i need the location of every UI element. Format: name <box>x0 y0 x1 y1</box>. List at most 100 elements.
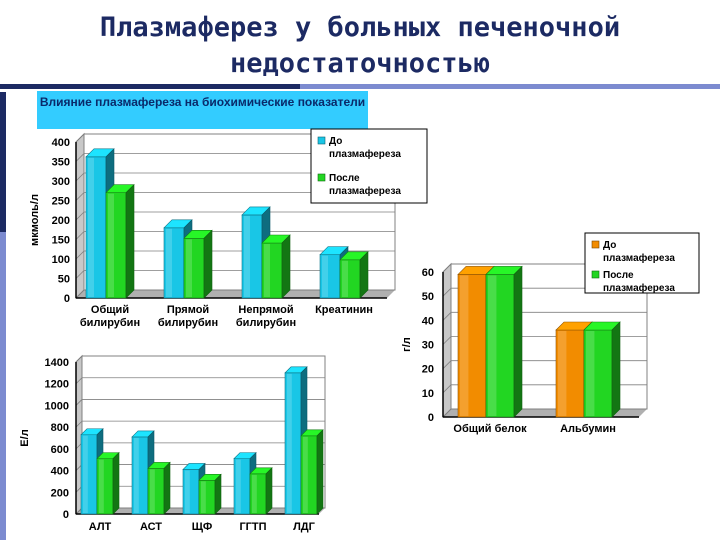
bilirubin-bar-front <box>319 254 341 299</box>
protein-gridline <box>442 311 647 321</box>
bilirubin-legend-label: плазмафереза <box>329 185 401 197</box>
bilirubin-gridline <box>75 192 395 201</box>
bilirubin-bar-top <box>241 206 271 216</box>
protein-bar-front <box>485 274 515 418</box>
protein-bar <box>555 321 593 418</box>
enzymes-bar-front <box>233 458 251 515</box>
bilirubin-category-label: Прямой <box>167 304 209 316</box>
protein-bar-side <box>485 265 495 418</box>
bilirubin-bar <box>319 245 349 299</box>
protein-bar-side <box>611 321 621 418</box>
bilirubin-bar <box>261 234 291 299</box>
protein-back-wall <box>450 263 648 410</box>
bilirubin-bar <box>163 219 193 299</box>
protein-gridline <box>442 360 647 369</box>
protein-legend-label: После <box>603 270 634 281</box>
enzymes-y-tick-label: 600 <box>51 444 69 456</box>
protein-side-wall <box>442 262 452 419</box>
enzymes-side-wall <box>75 354 83 516</box>
enzymes-back-wall <box>81 355 326 509</box>
bilirubin-bar-side <box>203 229 213 299</box>
enzymes-y-axis-label: Е/л <box>19 429 31 446</box>
enzymes-bar-highlight <box>150 469 155 513</box>
bilirubin-bar-front <box>163 227 185 299</box>
bilirubin-bar-front <box>261 242 283 299</box>
bilirubin-bar-top <box>85 148 115 158</box>
enzymes-category-label: ЩФ <box>192 521 213 533</box>
bilirubin-bar-front <box>183 238 205 299</box>
bilirubin-floor <box>76 290 395 298</box>
enzymes-bar-side <box>300 366 308 515</box>
enzymes-bar-front <box>300 435 318 515</box>
bilirubin-y-tick-label: 400 <box>52 137 70 149</box>
bilirubin-bar-highlight <box>342 260 348 297</box>
enzymes-gridline <box>75 377 325 384</box>
enzymes-bar <box>249 467 273 515</box>
bilirubin-bar-highlight <box>264 244 270 297</box>
enzymes-bar-highlight <box>236 459 241 513</box>
bilirubin-legend-label: До <box>329 136 342 147</box>
bilirubin-bar-highlight <box>88 157 94 297</box>
protein-legend-label: плазмафереза <box>603 252 675 264</box>
protein-bar-highlight <box>460 275 469 416</box>
enzymes-bar-highlight <box>134 437 139 513</box>
enzymes-bar-front <box>96 458 114 515</box>
protein-category-label: Общий белок <box>453 423 527 435</box>
enzymes-bar-front <box>147 468 165 515</box>
protein-bar-top <box>485 266 523 275</box>
protein-bar-highlight <box>488 275 497 416</box>
bilirubin-bar-top <box>339 251 369 261</box>
protein-gridline <box>442 408 647 418</box>
enzymes-plot-area <box>75 354 326 516</box>
bilirubin-bar-highlight <box>244 215 250 297</box>
enzymes-y-tick-label: 1400 <box>45 357 69 369</box>
protein-bar-front <box>457 274 487 418</box>
bilirubin-back-wall <box>83 133 396 291</box>
enzymes-bar-top <box>249 467 273 475</box>
enzymes-bar <box>147 461 171 515</box>
enzymes-bar-side <box>147 430 155 515</box>
bilirubin-bar-front <box>241 214 263 299</box>
protein-y-tick-label: 50 <box>422 291 434 303</box>
bilirubin-bar-top <box>319 246 349 256</box>
left-accent-bar <box>0 92 6 540</box>
bilirubin-gridline <box>75 211 395 221</box>
enzymes-y-tick-label: 1000 <box>45 400 69 412</box>
enzymes-bar-highlight <box>252 474 257 513</box>
bilirubin-bar <box>183 229 213 299</box>
enzymes-gridline <box>75 442 325 450</box>
bilirubin-bar-highlight <box>186 239 192 297</box>
enzymes-y-tick-label: 1200 <box>45 379 69 391</box>
bilirubin-y-tick-label: 100 <box>52 254 70 266</box>
bilirubin-y-tick-label: 250 <box>52 196 70 208</box>
bilirubin-y-tick-label: 50 <box>58 274 70 286</box>
bilirubin-category-label: билирубин <box>236 317 296 329</box>
protein-bar-top <box>583 321 621 331</box>
enzymes-gridline <box>75 355 325 363</box>
bilirubin-y-tick-label: 200 <box>52 215 70 227</box>
enzymes-bar <box>198 473 222 515</box>
protein-gridline <box>442 263 647 273</box>
enzymes-bar <box>300 429 324 515</box>
enzymes-bar-side <box>112 451 120 515</box>
enzymes-bar-top <box>284 366 308 374</box>
enzymes-gridline <box>75 420 325 428</box>
enzymes-bar-front <box>284 372 302 515</box>
protein-bar <box>485 265 523 418</box>
enzymes-category-label: ЛДГ <box>293 521 316 533</box>
bilirubin-gridline <box>75 231 395 240</box>
protein-y-tick-label: 0 <box>428 412 434 424</box>
protein-bar <box>457 265 495 418</box>
enzymes-category-label: АЛТ <box>89 521 112 533</box>
enzymes-bar-side <box>163 461 171 515</box>
enzymes-bar-highlight <box>303 436 308 513</box>
protein-bar-side <box>513 265 523 418</box>
bilirubin-gridline <box>75 250 395 260</box>
bilirubin-y-axis-label: мкмоль/л <box>29 194 41 246</box>
bilirubin-gridline <box>75 172 395 182</box>
bilirubin-legend-swatch <box>317 136 326 145</box>
bilirubin-bar-top <box>105 184 135 193</box>
enzymes-bar <box>284 366 308 515</box>
bilirubin-bar-side <box>359 251 369 299</box>
bilirubin-bar-highlight <box>108 193 114 297</box>
